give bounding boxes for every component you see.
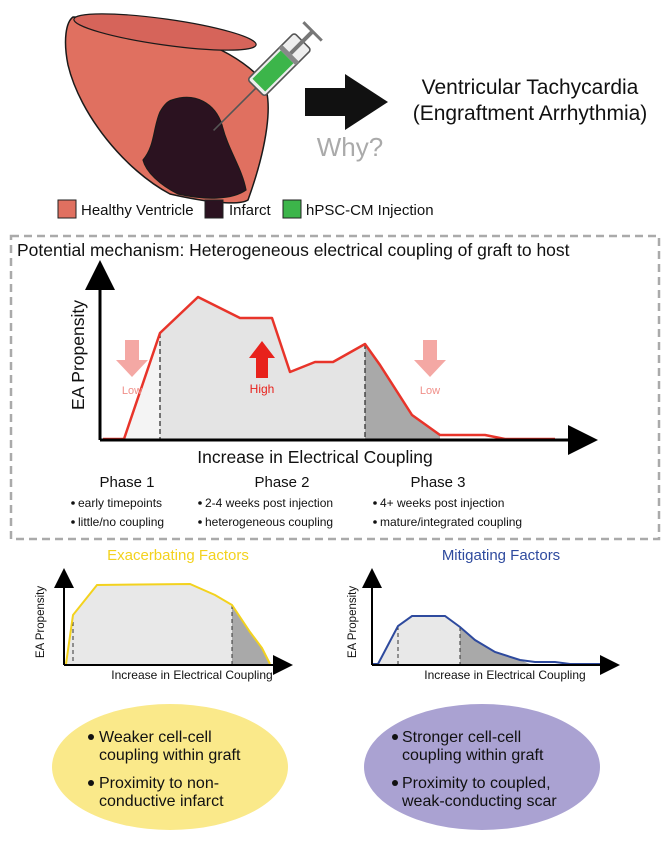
legend-label-injection: hPSC-CM Injection bbox=[306, 202, 434, 219]
ventricle-opening bbox=[73, 13, 257, 51]
exacerbating-y-label: EA Propensity bbox=[35, 586, 47, 658]
phase2-title: Phase 2 bbox=[254, 474, 309, 491]
legend-swatch-injection bbox=[282, 199, 302, 219]
title-engraftment-arrhythmia: (Engraftment Arrhythmia) bbox=[413, 102, 648, 125]
label-low-right: Low bbox=[420, 385, 440, 397]
legend-label-infarct: Infarct bbox=[229, 202, 272, 219]
arrow-high bbox=[249, 341, 275, 378]
exacerbating-curve bbox=[65, 582, 271, 665]
mitigating-bullet-2-line-2: weak-conducting scar bbox=[401, 793, 557, 810]
mechanism-title: Potential mechanism: Heterogeneous elect… bbox=[17, 240, 570, 260]
outcome-arrow bbox=[305, 74, 388, 130]
why-question: Why? bbox=[317, 132, 383, 162]
main-y-label: EA Propensity bbox=[68, 300, 88, 410]
bullet-dot bbox=[198, 501, 202, 505]
label-high: High bbox=[250, 382, 275, 396]
bullet-dot bbox=[373, 501, 377, 505]
label-low-left: Low bbox=[122, 385, 142, 397]
bullet-dot bbox=[71, 501, 75, 505]
title-ventricular-tachycardia: Ventricular Tachycardia bbox=[422, 76, 639, 99]
mitigating-area-dark bbox=[460, 627, 530, 664]
phase2-bullet-1: 2-4 weeks post injection bbox=[205, 496, 333, 510]
phase1-title: Phase 1 bbox=[99, 474, 154, 491]
mitigating-title: Mitigating Factors bbox=[442, 547, 560, 564]
mechanism-box bbox=[9, 234, 661, 541]
main-ea-curve bbox=[103, 295, 555, 441]
exacerbating-bullet-2-line-1: Proximity to non- bbox=[99, 775, 219, 792]
legend: Healthy Ventricle Infarct hPSC-CM Inject… bbox=[57, 199, 434, 219]
mitigating-curve bbox=[372, 615, 600, 665]
mitigating-bullet-1-line-2: coupling within graft bbox=[402, 747, 544, 764]
arrow-low-right bbox=[414, 340, 446, 377]
injection-cells bbox=[252, 50, 294, 92]
bullet-dot bbox=[88, 780, 94, 786]
legend-label-healthy: Healthy Ventricle bbox=[81, 202, 194, 219]
exacerbating-title: Exacerbating Factors bbox=[107, 547, 249, 564]
mitigating-x-label: Increase in Electrical Coupling bbox=[424, 668, 585, 682]
syringe-illustration bbox=[213, 21, 323, 131]
exacerbating-x-label: Increase in Electrical Coupling bbox=[111, 668, 272, 682]
phase2-bullet-2: heterogeneous coupling bbox=[205, 515, 333, 529]
main-phase3-area bbox=[365, 344, 440, 439]
phase3-title: Phase 3 bbox=[410, 474, 465, 491]
mitigating-bullet-2-line-1: Proximity to coupled, bbox=[402, 775, 551, 792]
bullet-dot bbox=[198, 520, 202, 524]
mitigating-bullet-1-line-1: Stronger cell-cell bbox=[402, 729, 521, 746]
bullet-dot bbox=[392, 734, 398, 740]
exacerbating-bullet-2-line-2: conductive infarct bbox=[99, 793, 224, 810]
bullet-dot bbox=[88, 734, 94, 740]
main-x-label: Increase in Electrical Coupling bbox=[197, 447, 432, 467]
legend-swatch-healthy bbox=[57, 199, 77, 219]
infarct-region bbox=[142, 96, 247, 199]
mitigating-y-label: EA Propensity bbox=[347, 586, 359, 658]
legend-swatch-infarct bbox=[204, 199, 224, 219]
bullet-dot bbox=[392, 780, 398, 786]
exacerbating-bullet-1-line-1: Weaker cell-cell bbox=[99, 729, 212, 746]
exacerbating-area-light bbox=[66, 584, 232, 664]
bullet-dot bbox=[373, 520, 377, 524]
heart-illustration bbox=[64, 13, 269, 204]
mitigating-factors-ellipse bbox=[364, 704, 600, 830]
exacerbating-bullet-1-line-2: coupling within graft bbox=[99, 747, 241, 764]
phase3-bullet-1: 4+ weeks post injection bbox=[380, 496, 504, 510]
phase3-bullet-2: mature/integrated coupling bbox=[380, 515, 522, 529]
bullet-dot bbox=[71, 520, 75, 524]
arrow-low-left bbox=[116, 340, 148, 377]
exacerbating-factors-ellipse bbox=[52, 704, 288, 830]
phase1-bullet-2: little/no coupling bbox=[78, 515, 164, 529]
phase1-bullet-1: early timepoints bbox=[78, 496, 162, 510]
